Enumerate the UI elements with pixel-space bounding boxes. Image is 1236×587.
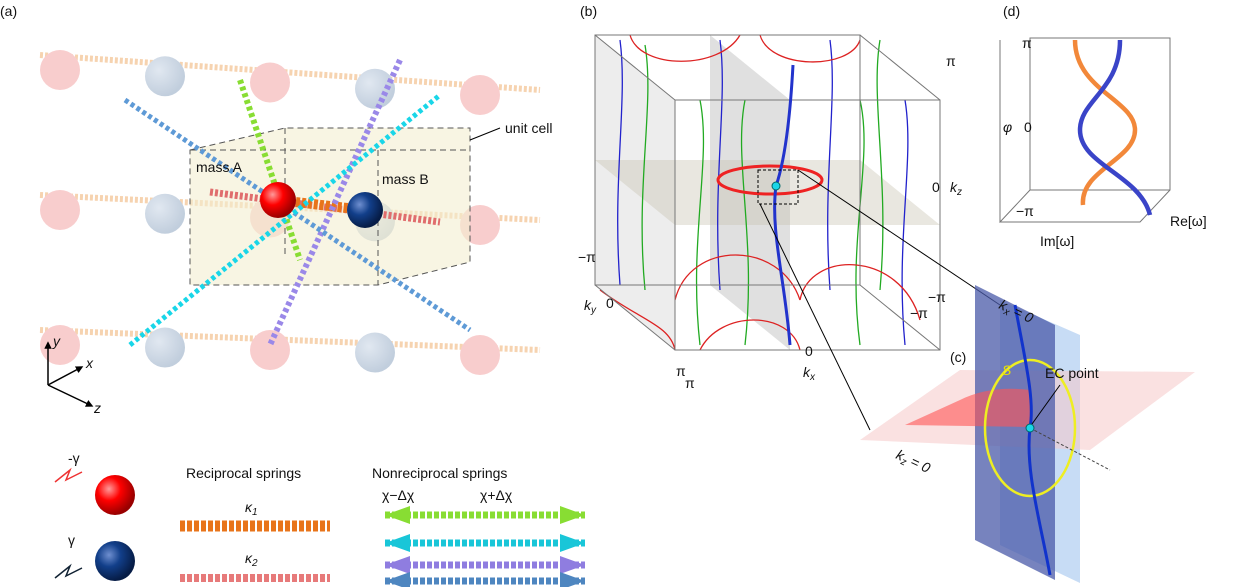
panel-d: (d) π φ 0 −π Im[ω] Re[ω]: [1000, 3, 1207, 249]
nr-arrow: [560, 534, 585, 552]
ec-point-label: EC point: [1045, 365, 1099, 381]
tick-label: −π: [910, 305, 928, 321]
gain-icon: [55, 470, 82, 482]
panel-label: (b): [580, 3, 597, 19]
panel-b: (b) π 0 kz −π −π 0 ky π π 0 kx −π: [578, 3, 1000, 430]
ec-point: [772, 182, 780, 190]
loss-sphere: [95, 541, 135, 581]
subscript: y: [590, 305, 597, 316]
tick-label: π: [685, 375, 695, 391]
subscript: z: [956, 187, 962, 198]
tick-label: −π: [928, 289, 946, 305]
bg-mass: [250, 330, 290, 370]
unit-cell-label: unit cell: [505, 120, 552, 136]
loop-label: S: [1002, 362, 1012, 378]
bg-mass: [40, 50, 80, 90]
plus-label: χ+Δχ: [480, 487, 513, 503]
bg-mass: [250, 63, 290, 103]
axis-label: z: [93, 400, 101, 416]
bg-mass: [145, 328, 185, 368]
legend-title: Reciprocal springs: [186, 465, 301, 481]
axis-label: Im[ω]: [1040, 233, 1074, 249]
loss-icon: [55, 566, 82, 578]
bg-mass: [145, 56, 185, 96]
tick-label: 0: [805, 343, 813, 359]
panel-label: (a): [0, 3, 17, 19]
text: = 0: [905, 451, 933, 476]
bg-mass: [355, 333, 395, 373]
panel-label: (c): [950, 349, 966, 365]
kappa2-label: κ2: [245, 550, 258, 569]
bg-mass: [460, 75, 500, 115]
axis-arrow: [48, 368, 80, 385]
nr-arrow: [560, 506, 585, 524]
mass-a: [260, 182, 296, 218]
axis-label: φ: [1003, 119, 1012, 135]
loss-label: γ: [68, 532, 75, 548]
subscript: 2: [251, 558, 258, 569]
plane-label: kz = 0: [892, 446, 933, 478]
axis-label: y: [52, 333, 61, 349]
gain-sphere: [95, 475, 135, 515]
axis-label: Re[ω]: [1170, 213, 1207, 229]
tick-label: π: [1022, 35, 1032, 51]
nr-arrow: [385, 534, 410, 552]
minus-label: χ−Δχ: [382, 487, 415, 503]
nonreciprocal-icons: [385, 506, 585, 587]
ec-point: [1026, 424, 1034, 432]
leader-line: [470, 128, 500, 140]
mass-b: [347, 192, 383, 228]
tick-label: −π: [1016, 203, 1034, 219]
bg-mass: [145, 194, 185, 234]
panel-label: (d): [1003, 3, 1020, 19]
nr-arrow: [560, 556, 585, 574]
curve-blue: [1080, 40, 1150, 215]
subscript: x: [809, 372, 816, 383]
nr-arrow: [385, 506, 410, 524]
tick-label: −π: [578, 249, 596, 265]
tick-label: 0: [1024, 119, 1032, 135]
bg-mass: [40, 325, 80, 365]
mass-a-label: mass A: [196, 159, 243, 175]
band-curve: [760, 35, 860, 62]
legend: -γ γ Reciprocal springs κ1 κ2 Nonrecipro…: [55, 450, 585, 587]
tick-label: 0: [932, 179, 940, 195]
nr-arrow: [385, 556, 410, 574]
bg-mass: [460, 335, 500, 375]
axis-label: kz: [950, 179, 962, 198]
panel-a: (a) unit cell mass A mass B y x z -γ γ R…: [0, 3, 585, 587]
tick-label: 0: [606, 295, 614, 311]
mass-b-label: mass B: [382, 171, 429, 187]
axis-label: kx: [803, 364, 816, 383]
band-curve: [877, 40, 883, 290]
gain-label: -γ: [68, 450, 80, 466]
kappa1-label: κ1: [245, 499, 258, 518]
panel-c: (c) EC point S kx = 0 kz = 0: [860, 285, 1195, 583]
subscript: 1: [252, 507, 258, 518]
bg-mass: [40, 190, 80, 230]
tick-label: π: [946, 53, 956, 69]
legend-title: Nonreciprocal springs: [372, 465, 507, 481]
axis-arrow: [48, 385, 90, 405]
axis-label: x: [85, 355, 94, 371]
axis-label: ky: [584, 297, 597, 316]
figure: (a) unit cell mass A mass B y x z -γ γ R…: [0, 0, 1236, 587]
